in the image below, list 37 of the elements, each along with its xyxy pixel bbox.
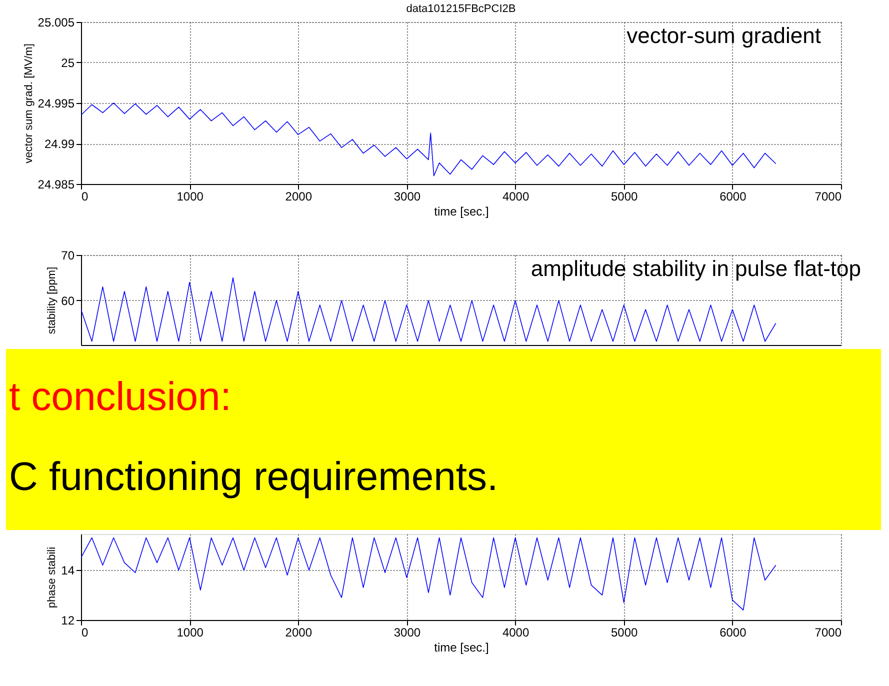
x-tick-label: 0 [82,190,88,204]
y-axis-title: vector sum grad. [MV/m] [22,44,35,164]
x-tick-label: 2000 [285,626,312,640]
x-tick-label: 1000 [176,190,204,204]
chart-title: data101215FBcPCI2B [406,3,516,15]
line-series [81,537,776,610]
y-tick-label: 25 [61,56,75,70]
y-tick-label: 60 [61,294,75,308]
annotation: vector-sum gradient [626,23,821,48]
y-axis-title: phase stabili [46,546,58,608]
y-tick-label: 24.985 [38,178,75,192]
x-tick-label: 7000 [814,190,842,204]
x-tick-label: 6000 [720,190,747,204]
x-axis-title: time [sec.] [434,204,489,218]
text: t conclusion: [9,375,232,419]
x-tick-label: 3000 [394,190,421,204]
x-tick-label: 4000 [502,190,530,204]
x-tick-label: 3000 [394,626,421,640]
y-tick-label: 70 [61,248,75,262]
x-tick-label: 5000 [611,626,638,640]
x-tick-label: 1000 [176,626,204,640]
y-tick-label: 12 [61,614,75,628]
y-axis-title: stability [ppm] [46,266,58,334]
x-tick-label: 2000 [285,190,312,204]
x-tick-label: 6000 [720,626,747,640]
y-tick-label: 24.995 [38,96,75,110]
x-tick-label: 7000 [814,626,842,640]
text: C functioning requirements. [9,455,498,499]
y-tick-label: 25.005 [38,16,75,30]
annotation: amplitude stability in pulse flat-top [530,256,861,281]
x-tick-label: 5000 [611,190,638,204]
x-tick-label: 0 [82,626,88,640]
line-series [81,102,776,176]
x-axis-title: time [sec.] [434,640,489,654]
y-tick-label: 14 [61,564,75,578]
y-tick-label: 24.99 [44,137,75,151]
x-tick-label: 4000 [502,626,530,640]
